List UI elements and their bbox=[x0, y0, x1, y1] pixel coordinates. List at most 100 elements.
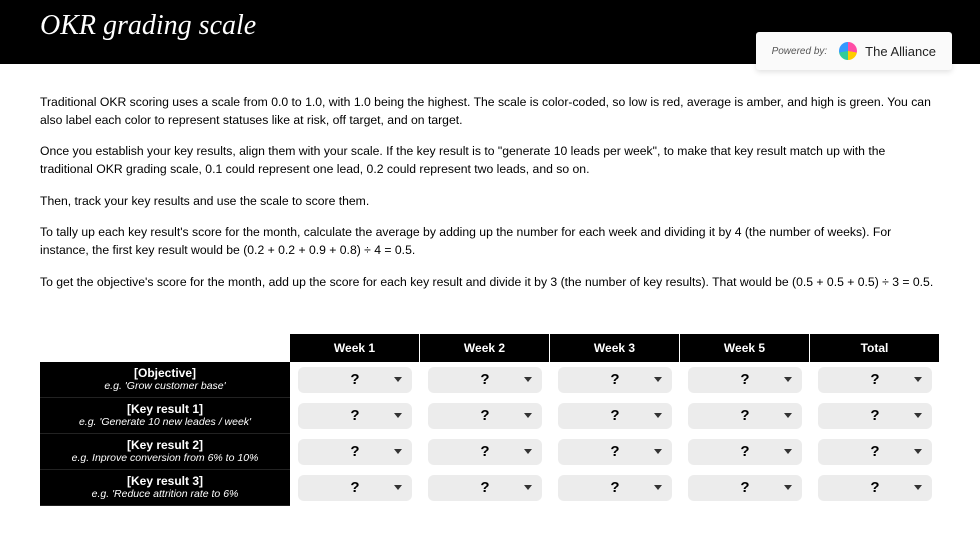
brand-name: The Alliance bbox=[865, 44, 936, 59]
table-cell: ? bbox=[420, 362, 550, 398]
chevron-down-icon bbox=[524, 449, 532, 454]
score-dropdown[interactable]: ? bbox=[298, 475, 412, 501]
intro-paragraph: To tally up each key result's score for … bbox=[40, 224, 940, 259]
alliance-logo-icon bbox=[839, 42, 857, 60]
table-cell: ? bbox=[810, 398, 940, 434]
score-dropdown[interactable]: ? bbox=[428, 403, 542, 429]
okr-table: Week 1Week 2Week 3Week 5Total [Objective]… bbox=[40, 334, 940, 506]
score-dropdown[interactable]: ? bbox=[818, 403, 932, 429]
chevron-down-icon bbox=[524, 413, 532, 418]
row-subtitle: e.g. 'Grow customer base' bbox=[48, 380, 282, 392]
table-cell: ? bbox=[290, 362, 420, 398]
score-value: ? bbox=[870, 371, 879, 388]
score-value: ? bbox=[350, 371, 359, 388]
score-dropdown[interactable]: ? bbox=[298, 439, 412, 465]
row-title: [Key result 1] bbox=[48, 402, 282, 416]
score-value: ? bbox=[610, 479, 619, 496]
score-value: ? bbox=[740, 371, 749, 388]
table-cell: ? bbox=[550, 434, 680, 470]
powered-by-label: Powered by: bbox=[772, 46, 828, 57]
table-row-header: [Key result 2]e.g. Inprove conversion fr… bbox=[40, 434, 290, 470]
score-dropdown[interactable]: ? bbox=[428, 439, 542, 465]
score-value: ? bbox=[350, 407, 359, 424]
table-cell: ? bbox=[680, 470, 810, 506]
score-dropdown[interactable]: ? bbox=[818, 475, 932, 501]
score-value: ? bbox=[350, 479, 359, 496]
intro-paragraph: Traditional OKR scoring uses a scale fro… bbox=[40, 94, 940, 129]
table-cell: ? bbox=[290, 398, 420, 434]
score-dropdown[interactable]: ? bbox=[558, 367, 672, 393]
intro-paragraph: Then, track your key results and use the… bbox=[40, 193, 940, 211]
score-value: ? bbox=[610, 443, 619, 460]
row-title: [Objective] bbox=[48, 366, 282, 380]
score-dropdown[interactable]: ? bbox=[558, 475, 672, 501]
table-cell: ? bbox=[680, 398, 810, 434]
score-dropdown[interactable]: ? bbox=[298, 403, 412, 429]
table-column-header: Week 1 bbox=[290, 334, 420, 362]
score-dropdown[interactable]: ? bbox=[428, 475, 542, 501]
score-value: ? bbox=[740, 479, 749, 496]
chevron-down-icon bbox=[784, 485, 792, 490]
table-cell: ? bbox=[290, 470, 420, 506]
table-corner-blank bbox=[40, 334, 290, 362]
table-cell: ? bbox=[550, 470, 680, 506]
table-cell: ? bbox=[680, 362, 810, 398]
score-value: ? bbox=[480, 479, 489, 496]
row-title: [Key result 3] bbox=[48, 474, 282, 488]
row-subtitle: e.g. Inprove conversion from 6% to 10% bbox=[48, 452, 282, 464]
chevron-down-icon bbox=[654, 449, 662, 454]
powered-by-badge: Powered by: The Alliance bbox=[756, 32, 952, 70]
score-dropdown[interactable]: ? bbox=[688, 439, 802, 465]
score-dropdown[interactable]: ? bbox=[688, 475, 802, 501]
score-dropdown[interactable]: ? bbox=[428, 367, 542, 393]
score-dropdown[interactable]: ? bbox=[818, 439, 932, 465]
chevron-down-icon bbox=[394, 449, 402, 454]
table-column-header: Week 2 bbox=[420, 334, 550, 362]
table-cell: ? bbox=[420, 434, 550, 470]
chevron-down-icon bbox=[394, 485, 402, 490]
row-subtitle: e.g. 'Generate 10 new leades / week' bbox=[48, 416, 282, 428]
chevron-down-icon bbox=[914, 485, 922, 490]
intro-paragraph: To get the objective's score for the mon… bbox=[40, 274, 940, 292]
body-content: Traditional OKR scoring uses a scale fro… bbox=[0, 64, 980, 316]
table-cell: ? bbox=[810, 362, 940, 398]
table-column-header: Week 3 bbox=[550, 334, 680, 362]
chevron-down-icon bbox=[524, 485, 532, 490]
chevron-down-icon bbox=[654, 485, 662, 490]
table-cell: ? bbox=[290, 434, 420, 470]
score-value: ? bbox=[480, 443, 489, 460]
score-value: ? bbox=[740, 407, 749, 424]
score-value: ? bbox=[740, 443, 749, 460]
chevron-down-icon bbox=[914, 413, 922, 418]
row-subtitle: e.g. 'Reduce attrition rate to 6% bbox=[48, 488, 282, 500]
row-title: [Key result 2] bbox=[48, 438, 282, 452]
score-dropdown[interactable]: ? bbox=[298, 367, 412, 393]
table-cell: ? bbox=[810, 434, 940, 470]
score-value: ? bbox=[480, 371, 489, 388]
table-column-header: Total bbox=[810, 334, 940, 362]
table-column-header: Week 5 bbox=[680, 334, 810, 362]
table-row-header: [Objective]e.g. 'Grow customer base' bbox=[40, 362, 290, 398]
chevron-down-icon bbox=[914, 377, 922, 382]
score-dropdown[interactable]: ? bbox=[688, 367, 802, 393]
page-header: OKR grading scale Powered by: The Allian… bbox=[0, 0, 980, 64]
score-value: ? bbox=[480, 407, 489, 424]
score-value: ? bbox=[870, 407, 879, 424]
chevron-down-icon bbox=[784, 413, 792, 418]
chevron-down-icon bbox=[394, 413, 402, 418]
table-row-header: [Key result 3]e.g. 'Reduce attrition rat… bbox=[40, 470, 290, 506]
chevron-down-icon bbox=[654, 413, 662, 418]
chevron-down-icon bbox=[654, 377, 662, 382]
score-value: ? bbox=[610, 371, 619, 388]
score-dropdown[interactable]: ? bbox=[558, 403, 672, 429]
table-cell: ? bbox=[420, 470, 550, 506]
table-cell: ? bbox=[810, 470, 940, 506]
score-dropdown[interactable]: ? bbox=[688, 403, 802, 429]
table-row-header: [Key result 1]e.g. 'Generate 10 new lead… bbox=[40, 398, 290, 434]
table-cell: ? bbox=[550, 398, 680, 434]
chevron-down-icon bbox=[914, 449, 922, 454]
table-cell: ? bbox=[550, 362, 680, 398]
score-dropdown[interactable]: ? bbox=[818, 367, 932, 393]
score-dropdown[interactable]: ? bbox=[558, 439, 672, 465]
table-cell: ? bbox=[680, 434, 810, 470]
